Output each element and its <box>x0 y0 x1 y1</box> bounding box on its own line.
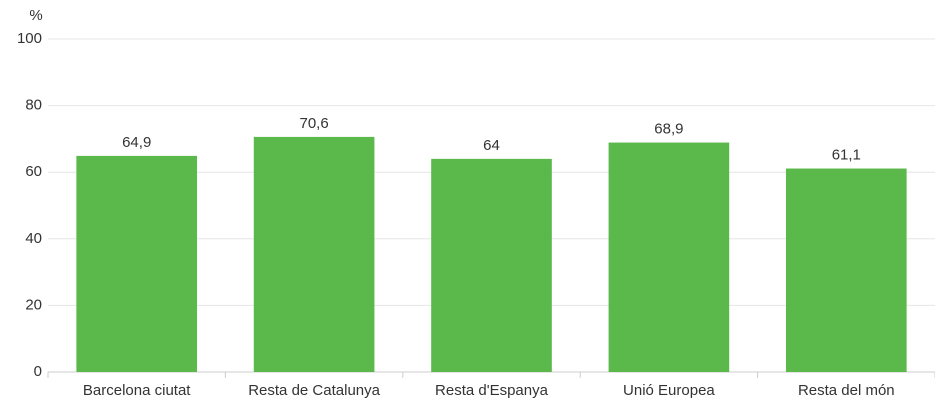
x-tick-label: Resta del món <box>798 382 895 399</box>
value-label: 64,9 <box>122 134 151 151</box>
bar <box>608 142 730 372</box>
y-axis-label: % <box>29 7 42 24</box>
y-tick-label: 80 <box>25 97 42 114</box>
value-label: 64 <box>483 137 500 154</box>
x-tick-label: Resta d'Espanya <box>435 382 549 399</box>
x-tick-label: Resta de Catalunya <box>248 382 380 399</box>
y-tick-label: 60 <box>25 163 42 180</box>
x-tick-label: Unió Europea <box>623 382 715 399</box>
value-label: 70,6 <box>299 115 328 132</box>
y-tick-label: 0 <box>34 363 42 380</box>
value-label: 61,1 <box>832 147 861 164</box>
value-label: 68,9 <box>654 121 683 138</box>
bar <box>76 155 198 372</box>
bar <box>785 168 907 372</box>
y-tick-label: 40 <box>25 230 42 247</box>
x-tick-label: Barcelona ciutat <box>83 382 191 399</box>
bar <box>431 158 552 372</box>
y-tick-label: 100 <box>17 30 42 47</box>
bar <box>253 136 375 372</box>
y-tick-label: 20 <box>25 296 42 313</box>
